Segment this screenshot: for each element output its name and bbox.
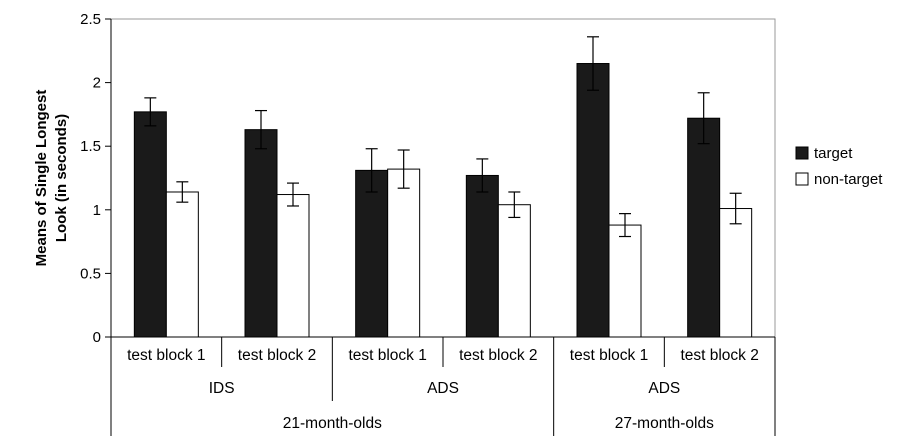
x-group-label-age: 27-month-olds [615, 415, 714, 432]
bar-target-6 [687, 117, 721, 338]
bar-target-1 [133, 111, 167, 338]
y-tick-label: 1 [93, 202, 101, 219]
legend: target non-target [795, 145, 883, 188]
x-tick-label: test block 2 [459, 347, 537, 364]
error-bar-target-1 [144, 97, 157, 127]
bar-non-target-3 [387, 168, 421, 338]
y-axis: 0 0.5 1 1.5 2 2.5 [80, 11, 112, 346]
error-bars [144, 36, 742, 238]
plot-area [110, 18, 776, 338]
x-tick-label: test block 2 [238, 347, 316, 364]
error-bar-non-target-3 [397, 149, 410, 189]
error-bar-target-4 [476, 158, 489, 193]
y-tick-label: 1.5 [80, 138, 101, 155]
x-tick-label: test block 2 [680, 347, 758, 364]
error-bar-target-2 [255, 109, 267, 150]
x-axis: test block 1 test block 2 test block 1 test… [110, 336, 776, 436]
bar-non-target-2 [276, 194, 310, 338]
error-bar-non-target-1 [176, 181, 189, 203]
x-group-label-speech: ADS [648, 380, 680, 397]
x-tick-label: test block 1 [570, 347, 648, 364]
y-tick-label: 0 [93, 329, 101, 346]
bar-target-3 [355, 169, 389, 338]
y-axis-title: Means of Single Longest Look (in seconds… [33, 90, 70, 267]
legend-swatch [795, 146, 809, 160]
bar-non-target-5 [608, 224, 642, 338]
y-tick-label: 2.5 [80, 11, 101, 28]
y-tick-label: 2 [93, 75, 101, 92]
y-axis-title-line-2: Look (in seconds) [53, 114, 70, 242]
error-bar-target-5 [587, 36, 599, 91]
legend-label: non-target [814, 171, 883, 188]
bar-non-target-4 [497, 204, 531, 338]
x-tick-label: test block 1 [348, 347, 426, 364]
bar-target-4 [465, 174, 499, 338]
error-bar-target-6 [697, 92, 710, 145]
x-group-label-age: 21-month-olds [283, 415, 382, 432]
legend-item-non-target: non-target [795, 171, 883, 188]
y-tick-label: 0.5 [80, 265, 101, 282]
bar-target-2 [244, 129, 278, 338]
error-bar-non-target-4 [508, 191, 521, 219]
error-bar-non-target-2 [287, 182, 299, 207]
bar-non-target-6 [719, 208, 753, 338]
x-group-label-speech: IDS [209, 380, 235, 397]
bars [133, 63, 753, 338]
bar-non-target-1 [165, 191, 199, 338]
legend-item-target: target [795, 145, 853, 162]
y-axis-title-line-1: Means of Single Longest [33, 90, 50, 267]
error-bar-non-target-6 [729, 192, 742, 225]
legend-swatch [795, 172, 809, 186]
x-tick-label: test block 1 [127, 347, 205, 364]
error-bar-target-3 [365, 148, 378, 193]
x-group-label-speech: ADS [427, 380, 459, 397]
legend-label: target [814, 145, 853, 162]
bar-target-5 [576, 63, 610, 338]
error-bar-non-target-5 [619, 213, 631, 238]
